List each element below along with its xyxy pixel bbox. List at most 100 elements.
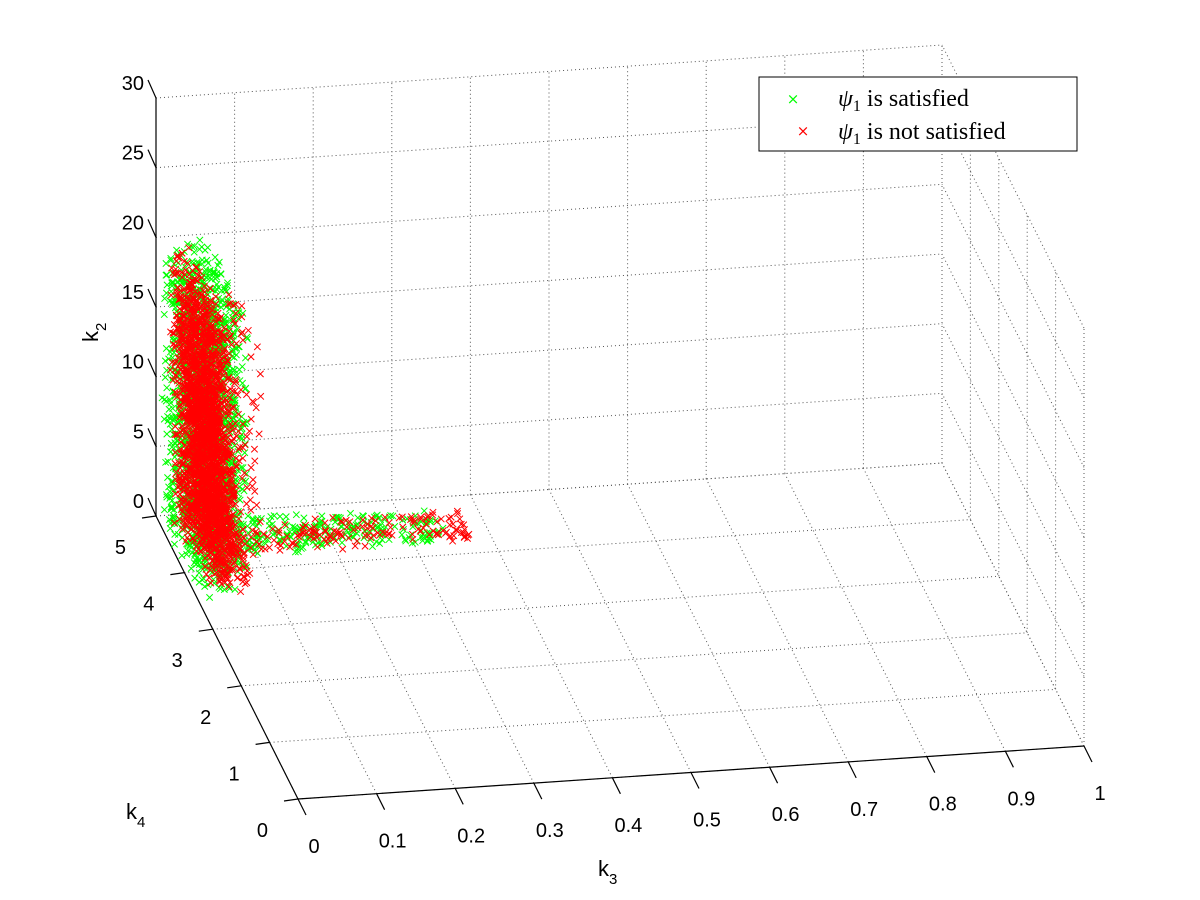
point-satisfied: [211, 253, 219, 261]
axis-label-k4: k4: [126, 799, 145, 831]
point-not-satisfied: [235, 427, 243, 435]
point-not-satisfied: [187, 331, 195, 339]
point-satisfied: [368, 542, 377, 551]
point-not-satisfied: [216, 361, 224, 369]
point-not-satisfied: [216, 315, 224, 323]
point-not-satisfied: [240, 469, 249, 477]
x-tick-label: 0.4: [614, 815, 642, 837]
point-not-satisfied: [224, 412, 232, 420]
point-not-satisfied: [220, 323, 228, 332]
point-not-satisfied: [221, 353, 229, 361]
point-not-satisfied: [206, 505, 214, 513]
point-satisfied: [300, 514, 308, 522]
point-satisfied: [166, 297, 174, 305]
point-not-satisfied: [206, 421, 214, 430]
point-not-satisfied: [213, 413, 222, 421]
point-not-satisfied: [171, 490, 180, 498]
x-tick-mark: [690, 772, 700, 789]
axis-label-k3: k3: [598, 856, 617, 888]
point-not-satisfied: [184, 513, 193, 521]
point-not-satisfied: [247, 544, 255, 552]
point-not-satisfied: [353, 537, 361, 545]
point-not-satisfied: [180, 449, 188, 458]
point-not-satisfied: [293, 531, 301, 540]
point-not-satisfied: [176, 305, 184, 313]
point-not-satisfied: [187, 317, 196, 325]
point-not-satisfied: [211, 560, 220, 568]
axes: [141, 79, 1093, 816]
x-tick-mark: [454, 788, 464, 805]
point-not-satisfied: [228, 404, 236, 412]
point-not-satisfied: [200, 470, 208, 478]
point-not-satisfied: [199, 324, 208, 332]
point-not-satisfied: [216, 523, 225, 531]
point-not-satisfied: [197, 411, 205, 419]
grid-line: [241, 632, 1028, 687]
x-tick-mark: [926, 756, 936, 773]
point-satisfied: [171, 530, 179, 538]
grid-lines: [155, 44, 1085, 800]
grid-line: [312, 505, 456, 789]
point-satisfied: [161, 373, 169, 382]
point-not-satisfied: [227, 486, 236, 494]
point-satisfied: [209, 575, 217, 583]
point-not-satisfied: [198, 274, 206, 282]
point-satisfied: [212, 273, 221, 281]
point-satisfied: [389, 512, 397, 520]
point-not-satisfied: [199, 451, 207, 459]
point-not-satisfied: [177, 334, 186, 342]
point-not-satisfied: [178, 341, 186, 349]
point-not-satisfied: [207, 389, 215, 397]
point-not-satisfied: [232, 309, 240, 318]
point-not-satisfied: [243, 484, 251, 492]
point-not-satisfied: [333, 530, 341, 538]
point-not-satisfied: [197, 291, 205, 299]
point-satisfied: [249, 520, 257, 528]
point-not-satisfied: [192, 413, 200, 421]
point-satisfied: [160, 415, 168, 423]
point-satisfied: [294, 548, 302, 556]
point-not-satisfied: [219, 334, 227, 342]
point-not-satisfied: [265, 543, 273, 552]
point-not-satisfied: [206, 487, 214, 496]
point-not-satisfied: [193, 468, 201, 476]
y-tick-label: 3: [172, 650, 183, 672]
point-not-satisfied: [225, 327, 233, 335]
point-not-satisfied: [237, 538, 245, 546]
point-not-satisfied: [213, 483, 221, 491]
point-not-satisfied: [213, 385, 221, 393]
point-satisfied: [189, 269, 197, 277]
point-satisfied: [169, 416, 177, 424]
point-not-satisfied: [225, 551, 234, 559]
point-satisfied: [212, 287, 220, 295]
point-not-satisfied: [445, 514, 453, 522]
point-not-satisfied: [224, 357, 232, 366]
point-satisfied: [163, 271, 171, 279]
point-not-satisfied: [251, 487, 259, 495]
point-not-satisfied: [407, 515, 415, 524]
point-not-satisfied: [220, 570, 228, 578]
y-tick-mark: [255, 741, 270, 745]
point-not-satisfied: [206, 395, 215, 404]
point-not-satisfied: [361, 531, 369, 539]
point-not-satisfied: [212, 552, 220, 560]
point-not-satisfied: [224, 575, 232, 583]
grid-line: [941, 393, 1085, 677]
point-not-satisfied: [206, 518, 214, 526]
point-not-satisfied: [175, 345, 183, 353]
point-not-satisfied: [429, 508, 437, 516]
point-not-satisfied: [221, 526, 229, 535]
point-satisfied: [168, 443, 176, 451]
point-not-satisfied: [192, 421, 200, 429]
point-not-satisfied: [174, 252, 182, 260]
point-not-satisfied: [198, 315, 206, 323]
point-not-satisfied: [199, 491, 207, 499]
point-not-satisfied: [213, 556, 221, 564]
grid-line: [862, 468, 1006, 752]
point-not-satisfied: [205, 460, 213, 468]
point-not-satisfied: [173, 253, 181, 261]
point-not-satisfied: [338, 518, 346, 526]
x-tick-label: 0.6: [772, 804, 800, 826]
point-not-satisfied: [214, 497, 223, 506]
point-satisfied: [243, 335, 252, 343]
